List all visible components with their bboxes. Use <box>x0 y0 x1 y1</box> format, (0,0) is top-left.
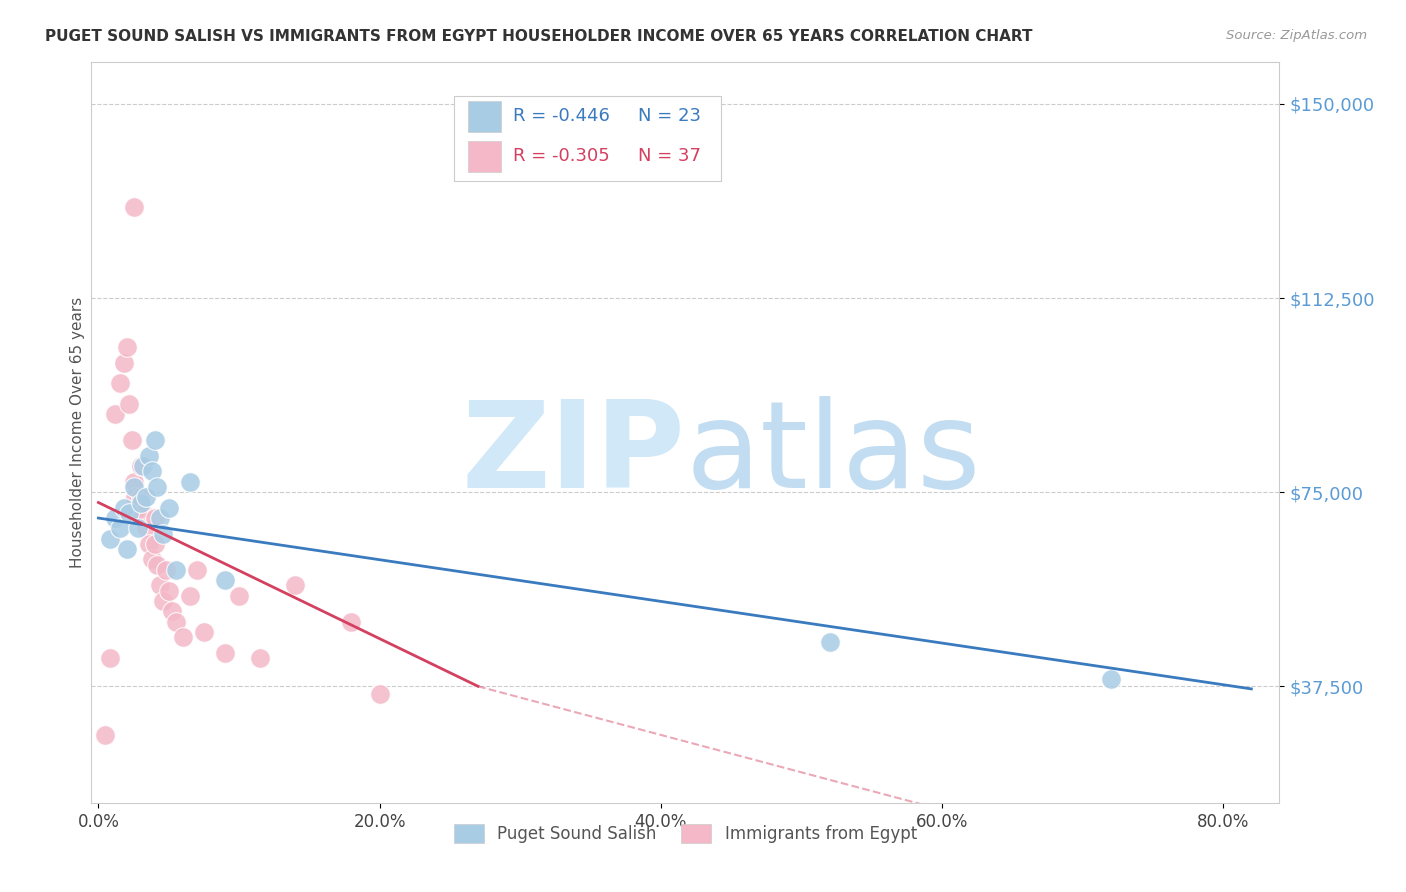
Point <box>115 542 138 557</box>
Text: ZIP: ZIP <box>461 396 685 513</box>
Point <box>135 491 157 505</box>
Point <box>98 532 121 546</box>
Point <box>122 201 145 215</box>
Point <box>94 729 117 743</box>
Point <box>141 552 163 566</box>
Point <box>135 521 157 535</box>
Point <box>138 537 160 551</box>
Point <box>118 506 141 520</box>
Text: R = -0.446: R = -0.446 <box>513 108 610 126</box>
FancyBboxPatch shape <box>468 141 502 172</box>
Point <box>172 630 194 644</box>
Point <box>340 615 363 629</box>
Point <box>141 465 163 479</box>
Point <box>249 650 271 665</box>
Point <box>112 356 135 370</box>
Point <box>152 526 174 541</box>
Point <box>165 615 187 629</box>
Point <box>122 475 145 489</box>
Point <box>149 511 172 525</box>
Point <box>284 578 307 592</box>
Point <box>228 589 250 603</box>
Point <box>155 563 177 577</box>
Point <box>146 558 169 572</box>
FancyBboxPatch shape <box>468 101 502 132</box>
Point <box>143 537 166 551</box>
Point <box>138 449 160 463</box>
Point <box>186 563 208 577</box>
Point <box>368 687 391 701</box>
Text: atlas: atlas <box>685 396 981 513</box>
Point <box>98 650 121 665</box>
Point <box>104 408 127 422</box>
Point <box>157 583 180 598</box>
Point <box>115 340 138 354</box>
Point <box>121 434 143 448</box>
Point <box>157 500 180 515</box>
Point <box>129 459 152 474</box>
Point <box>124 491 146 505</box>
Point <box>179 589 201 603</box>
Point <box>127 500 149 515</box>
Point <box>132 459 155 474</box>
Point <box>152 594 174 608</box>
Point <box>132 506 155 520</box>
Point <box>143 511 166 525</box>
Point <box>143 434 166 448</box>
Point <box>118 397 141 411</box>
Point <box>149 578 172 592</box>
Point <box>160 604 183 618</box>
Text: N = 37: N = 37 <box>638 147 702 165</box>
Point <box>818 635 841 649</box>
Point <box>179 475 201 489</box>
Point <box>127 521 149 535</box>
Text: Source: ZipAtlas.com: Source: ZipAtlas.com <box>1226 29 1367 42</box>
Point <box>108 376 131 391</box>
Point <box>129 491 152 505</box>
Point <box>165 563 187 577</box>
Text: R = -0.305: R = -0.305 <box>513 147 610 165</box>
Point <box>122 480 145 494</box>
Point <box>112 500 135 515</box>
Text: PUGET SOUND SALISH VS IMMIGRANTS FROM EGYPT HOUSEHOLDER INCOME OVER 65 YEARS COR: PUGET SOUND SALISH VS IMMIGRANTS FROM EG… <box>45 29 1032 44</box>
Point <box>146 480 169 494</box>
Point <box>193 624 215 639</box>
Point <box>1099 672 1122 686</box>
Point <box>214 573 236 587</box>
Y-axis label: Householder Income Over 65 years: Householder Income Over 65 years <box>70 297 84 568</box>
Text: N = 23: N = 23 <box>638 108 702 126</box>
Point <box>104 511 127 525</box>
Point <box>129 495 152 509</box>
FancyBboxPatch shape <box>454 95 721 181</box>
Point <box>108 521 131 535</box>
Legend: Puget Sound Salish, Immigrants from Egypt: Puget Sound Salish, Immigrants from Egyp… <box>447 817 924 850</box>
Point <box>214 646 236 660</box>
